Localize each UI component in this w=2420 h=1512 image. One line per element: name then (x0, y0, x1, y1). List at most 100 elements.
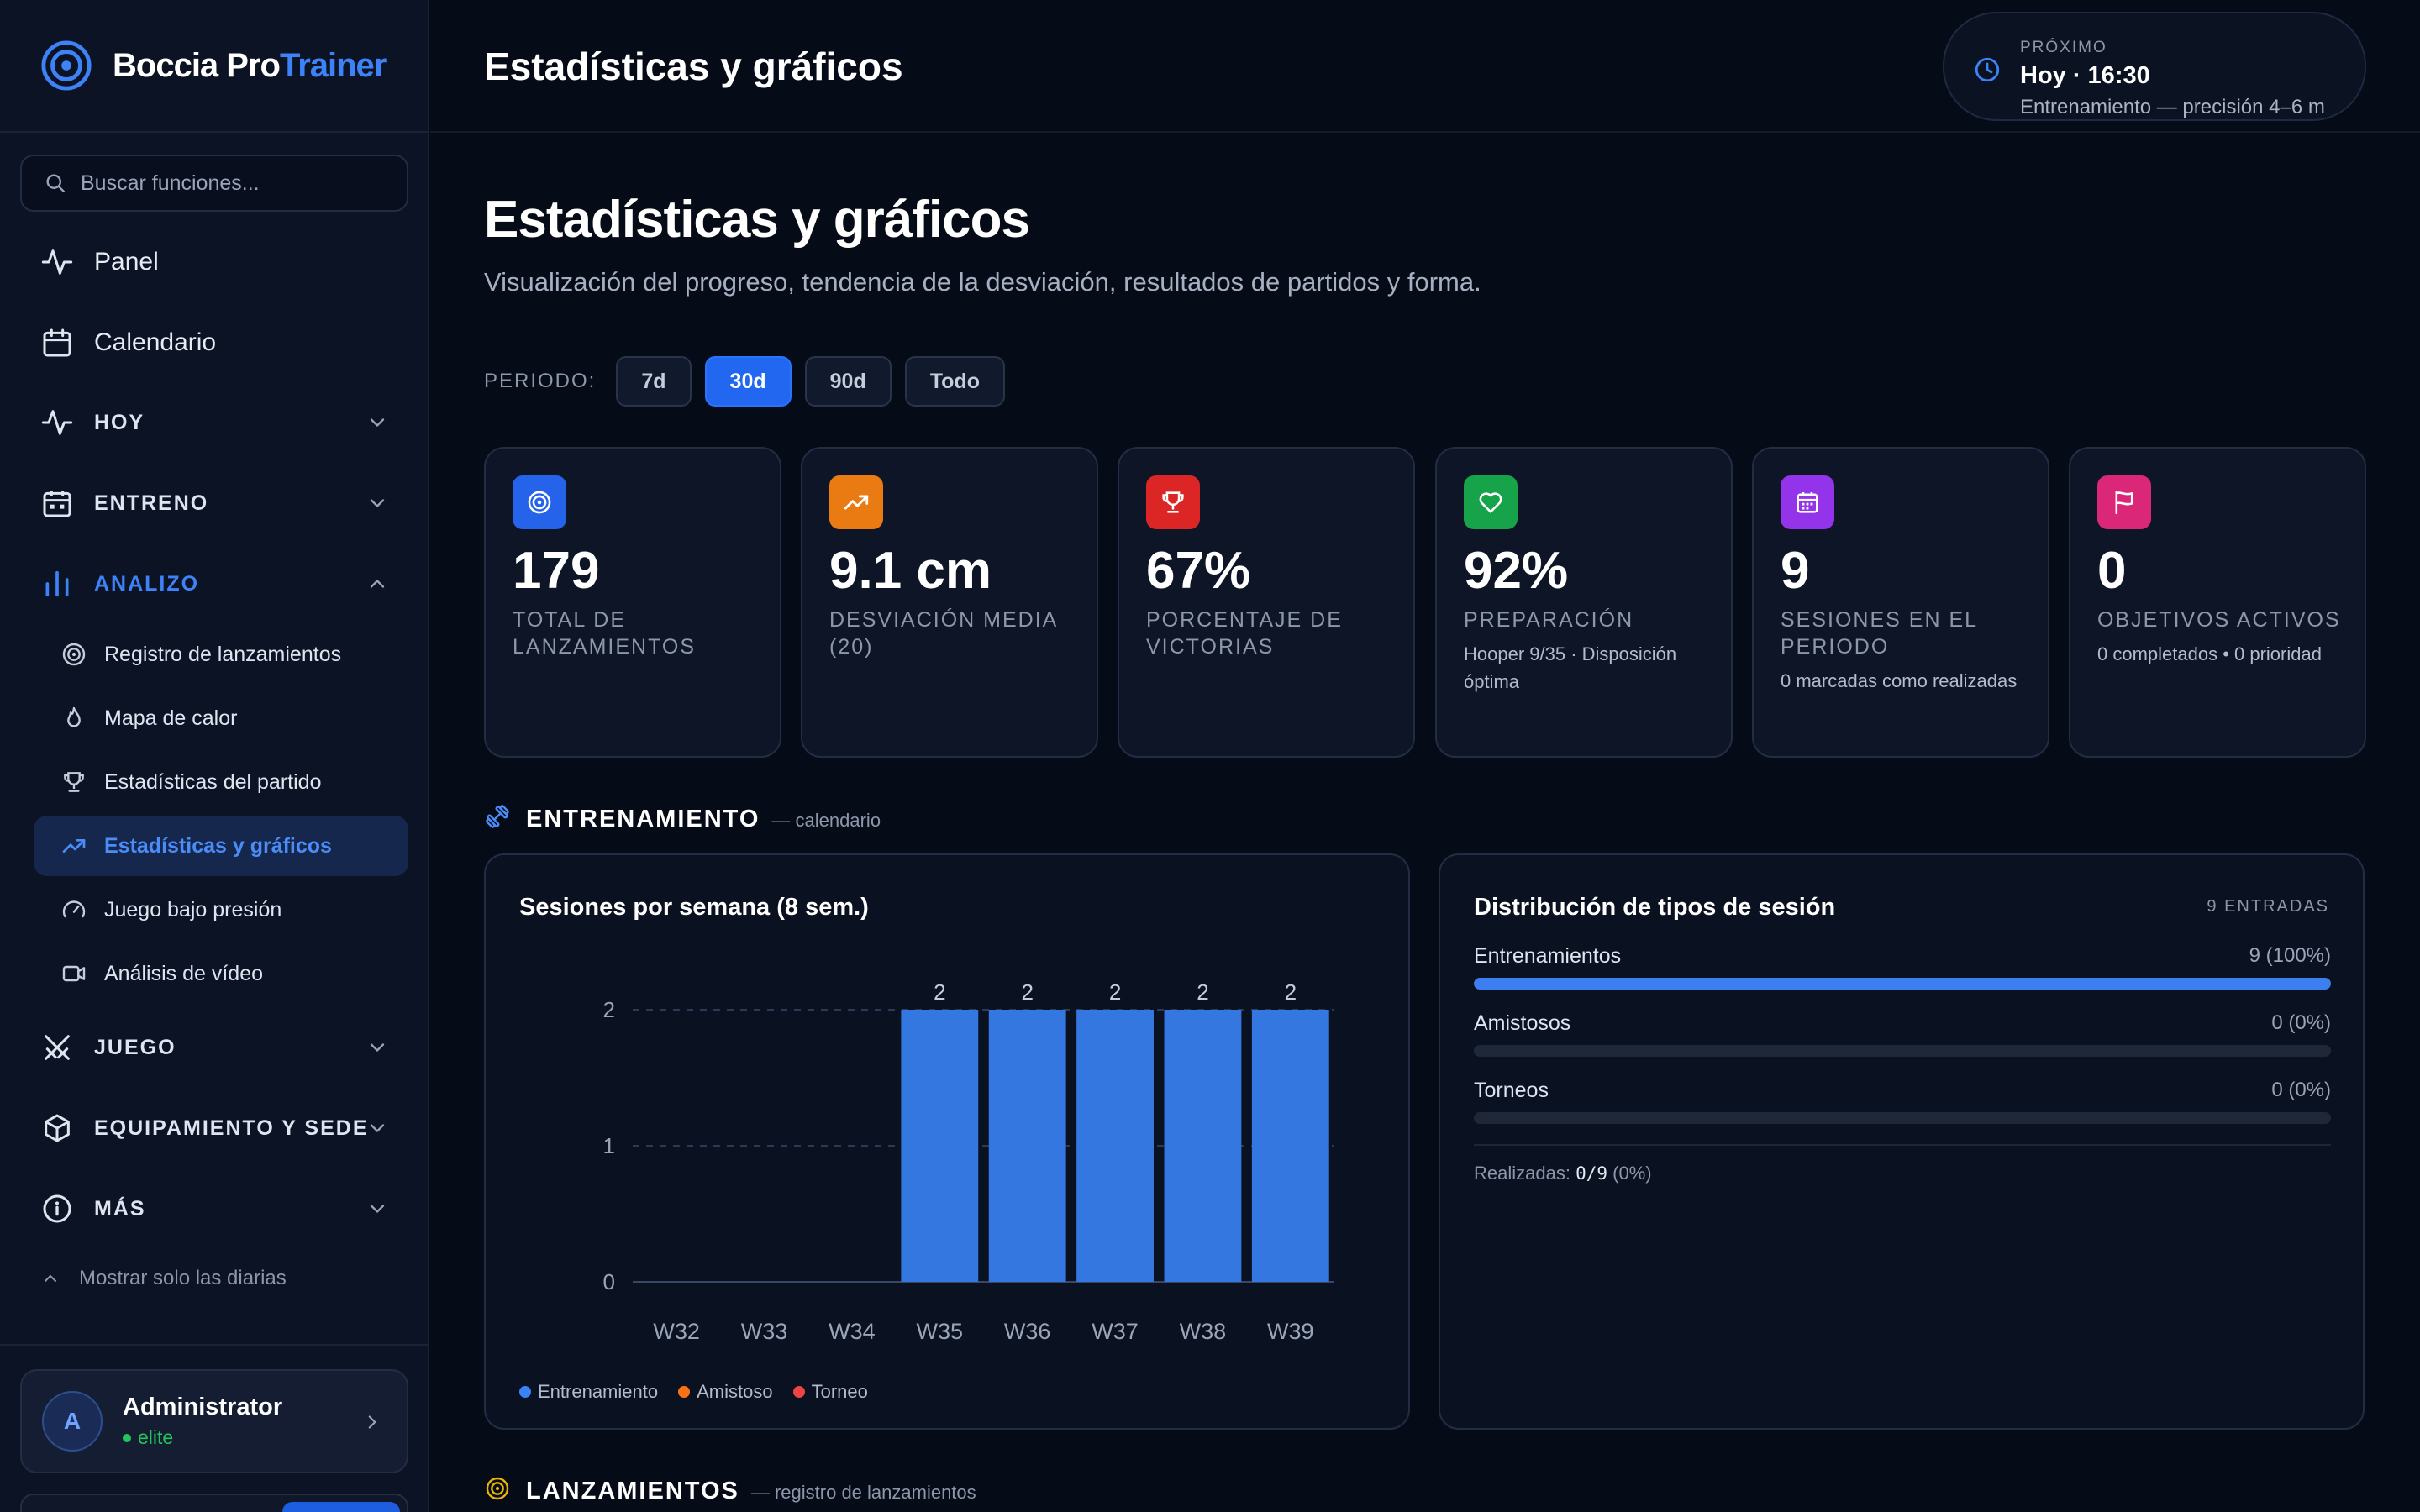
divider (1474, 1144, 2331, 1146)
nav-group-equipamiento[interactable]: EQUIPAMIENTO Y SEDE (0, 1096, 429, 1160)
stat-note: 0 marcadas como realizadas (1781, 670, 2018, 691)
sidebar-item-estadisticas-partido[interactable]: Estadísticas del partido (34, 752, 408, 812)
sidebar-item-analisis-video[interactable]: Análisis de vídeo (34, 943, 408, 1004)
target-icon (528, 491, 551, 514)
period-90d-button[interactable]: 90d (804, 356, 892, 407)
bar-chart-icon (45, 570, 69, 597)
search-input[interactable] (81, 171, 383, 196)
user-card[interactable]: A Administrator elite (20, 1369, 408, 1473)
legend-item: Amistoso (678, 1381, 773, 1403)
nav-calendario-label: Calendario (94, 328, 217, 356)
calendar-icon (1797, 491, 1818, 513)
chevron-down-icon (370, 499, 385, 507)
nav-group-hoy-label: HOY (94, 410, 145, 434)
period-selector: PERIODO: 7d 30d 90d Todo (484, 356, 1018, 407)
legend-swatch (519, 1386, 531, 1398)
stat-note: 0 completados • 0 prioridad (2097, 643, 2322, 664)
chevron-up-icon (370, 580, 385, 588)
nav-group-entreno[interactable]: ENTRENO (0, 471, 429, 535)
y-tick-label: 1 (603, 1133, 615, 1158)
sidebar: Boccia ProTrainer Panel Calendario HOY E… (0, 0, 429, 1512)
stat-label: OBJETIVOS ACTIVOS (2097, 608, 2341, 632)
bar-w35 (901, 1010, 979, 1282)
calendar-check-icon (43, 491, 71, 517)
x-tick-label: W32 (653, 1319, 700, 1344)
stat-icon-box (829, 475, 883, 529)
nav-group-analizo[interactable]: ANALIZO (0, 552, 429, 616)
data-label: 2 (1021, 979, 1033, 1005)
x-tick-label: W37 (1092, 1319, 1139, 1344)
nav-group-hoy[interactable]: HOY (0, 391, 429, 454)
distribution-value: 0 (0%) (2271, 1079, 2331, 1101)
data-label: 2 (1109, 979, 1121, 1005)
stat-icon-box (1781, 475, 1834, 529)
x-tick-label: W38 (1180, 1319, 1227, 1344)
sidebar-item-mapa-calor[interactable]: Mapa de calor (34, 688, 408, 748)
bar-w37 (1076, 1010, 1154, 1282)
trophy-icon (1162, 491, 1184, 513)
stat-note: Hooper 9/35 · Disposición óptima (1464, 643, 1677, 692)
info-icon (43, 1194, 71, 1223)
period-todo-button[interactable]: Todo (904, 356, 1005, 407)
stat-value: 9 (1781, 542, 1810, 600)
user-info: Administrator elite (123, 1394, 282, 1449)
page-title: Estadísticas y gráficos (484, 191, 1030, 249)
distribution-title: Distribución de tipos de sesión (1474, 894, 1836, 921)
footer-button[interactable] (282, 1502, 400, 1512)
period-7d-button[interactable]: 7d (616, 356, 692, 407)
bar-w38 (1164, 1010, 1242, 1282)
brand-name: Boccia ProTrainer (113, 46, 387, 84)
package-icon (45, 1114, 70, 1142)
x-tick-label: W36 (1004, 1319, 1051, 1344)
search-box[interactable] (20, 155, 408, 212)
chevron-down-icon (370, 418, 385, 427)
period-label: PERIODO: (484, 370, 597, 392)
sidebar-item-label: Estadísticas y gráficos (104, 833, 332, 858)
stat-icon-box (513, 475, 566, 529)
legend-item: Entrenamiento (519, 1381, 658, 1403)
topbar: Estadísticas y gráficos PRÓXIMO Hoy · 16… (430, 0, 2420, 133)
x-tick-label: W33 (741, 1319, 788, 1344)
sidebar-item-registro-lanzamientos[interactable]: Registro de lanzamientos (34, 624, 408, 685)
stat-value: 67% (1146, 542, 1251, 600)
stat-label: SESIONES EN EL PERIODO (1781, 608, 1978, 659)
stat-value: 179 (513, 542, 600, 600)
stat-card-preparacion: 92% PREPARACIÓN Hooper 9/35 · Disposició… (1435, 447, 1733, 758)
stat-value: 9.1 cm (829, 542, 992, 600)
y-tick-label: 2 (603, 997, 615, 1022)
stat-label: DESVIACIÓN MEDIA (20) (829, 608, 1057, 659)
trophy-icon (64, 772, 84, 792)
stat-card-desviacion-media: 9.1 cm DESVIACIÓN MEDIA (20) (801, 447, 1098, 758)
bar-w36 (988, 1010, 1066, 1282)
distribution-value: 0 (0%) (2271, 1011, 2331, 1034)
period-30d-button[interactable]: 30d (704, 356, 792, 407)
sidebar-item-label: Registro de lanzamientos (104, 642, 342, 666)
next-session-card[interactable]: PRÓXIMO Hoy · 16:30 Entrenamiento — prec… (1943, 12, 2366, 121)
distribution-panel: Distribución de tipos de sesión 9 ENTRAD… (1439, 853, 2365, 1430)
sidebar-item-juego-presion[interactable]: Juego bajo presión (34, 879, 408, 940)
nav-panel[interactable]: Panel (0, 230, 429, 294)
next-time: Hoy · 16:30 (2020, 62, 2150, 89)
flag-icon (2115, 491, 2133, 515)
legend-swatch (678, 1386, 691, 1398)
nav-group-mas-label: MÁS (94, 1196, 146, 1221)
show-daily-toggle[interactable]: Mostrar solo las diarias (40, 1267, 287, 1290)
completed-summary: Realizadas: 0/9 (0%) (1474, 1163, 1652, 1184)
activity-icon (41, 249, 73, 275)
sidebar-item-estadisticas-graficos[interactable]: Estadísticas y gráficos (34, 816, 408, 876)
nav-calendario[interactable]: Calendario (0, 311, 429, 375)
section-title: LANZAMIENTOS (526, 1478, 739, 1504)
sessions-bar-chart: 0 1 2 W32 W33 W34 2 W35 2 W36 2 W37 2 W38 2 W39 (603, 979, 1334, 1344)
nav-group-mas[interactable]: MÁS (0, 1177, 429, 1241)
legend-item: Torneo (792, 1381, 868, 1403)
distribution-label: Torneos (1474, 1079, 1549, 1102)
nav-group-juego[interactable]: JUEGO (0, 1016, 429, 1079)
avatar: A (42, 1391, 103, 1452)
stat-card-objetivos-activos: 0 OBJETIVOS ACTIVOS 0 completados • 0 pr… (2069, 447, 2366, 758)
clock-icon (1975, 57, 2000, 82)
distribution-value: 9 (100%) (2249, 944, 2331, 967)
stat-icon-box (1464, 475, 1518, 529)
distribution-label: Entrenamientos (1474, 944, 1622, 968)
nav-group-analizo-label: ANALIZO (94, 571, 200, 596)
brand[interactable]: Boccia ProTrainer (0, 0, 428, 133)
